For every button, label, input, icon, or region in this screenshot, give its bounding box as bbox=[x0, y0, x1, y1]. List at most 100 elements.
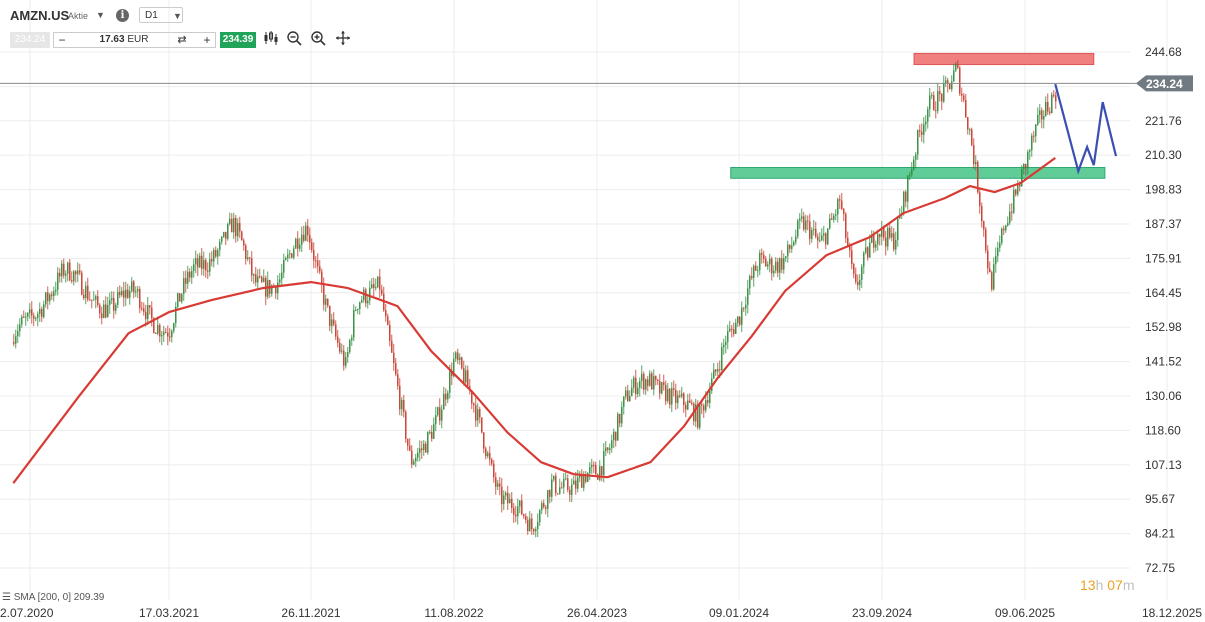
candle-body bbox=[39, 309, 41, 314]
candle-body bbox=[57, 272, 59, 290]
candle-body bbox=[199, 255, 201, 268]
candle-body bbox=[787, 244, 789, 257]
candle-body bbox=[45, 292, 47, 305]
candle-body bbox=[63, 263, 65, 276]
chart-toolbar: AMZN.US Aktie ▼ i D1 ▼ 234.24 − 17.63 EU… bbox=[0, 0, 1205, 56]
candle-body bbox=[753, 265, 755, 278]
candle-body bbox=[797, 220, 799, 237]
candle-body bbox=[113, 298, 115, 311]
candle-body bbox=[313, 250, 315, 261]
y-axis: 244.68 221.76 210.30 198.83 187.37 175.91 164.… bbox=[1145, 45, 1182, 575]
candle-body bbox=[75, 271, 77, 275]
candle-body bbox=[759, 253, 761, 271]
candle-body bbox=[889, 227, 891, 238]
y-tick-label: 141.52 bbox=[1145, 355, 1182, 369]
candle-body bbox=[51, 294, 53, 297]
candle-body bbox=[37, 313, 39, 318]
candle-body bbox=[475, 405, 477, 421]
increase-button[interactable]: + bbox=[203, 33, 211, 47]
candle-body bbox=[615, 431, 617, 441]
candle-body bbox=[109, 300, 111, 305]
info-icon[interactable]: i bbox=[116, 9, 129, 22]
candle-body bbox=[483, 432, 485, 449]
candle-body bbox=[447, 392, 449, 400]
candle-body bbox=[519, 500, 521, 507]
crosshair-icon[interactable] bbox=[334, 30, 352, 48]
candle-body bbox=[813, 228, 815, 231]
sma-indicator-label[interactable]: ☰ SMA [200, 0] 209.39 bbox=[2, 592, 105, 603]
candle-body bbox=[403, 400, 405, 412]
candle-body bbox=[377, 276, 379, 288]
candle-body bbox=[389, 325, 391, 341]
candle-body bbox=[303, 234, 305, 241]
candle-body bbox=[153, 318, 155, 333]
candle-body bbox=[327, 298, 329, 306]
candle-body bbox=[625, 390, 627, 397]
candle-body bbox=[477, 409, 479, 421]
candle-body bbox=[73, 271, 75, 282]
sell-price-button[interactable]: 234.24 bbox=[10, 32, 50, 48]
candle-body bbox=[299, 244, 301, 249]
symbol-label[interactable]: AMZN.US bbox=[10, 8, 70, 23]
candle-body bbox=[683, 393, 685, 406]
candle-body bbox=[503, 495, 505, 505]
candle-body bbox=[691, 402, 693, 404]
candle-body bbox=[379, 276, 381, 290]
timeframe-select[interactable]: D1 ▼ bbox=[139, 7, 183, 23]
candle-body bbox=[591, 464, 593, 468]
candle-body bbox=[911, 169, 913, 175]
candle-body bbox=[645, 379, 647, 390]
quantity-stepper[interactable]: − 17.63 EUR ⇄ + bbox=[53, 32, 216, 48]
candle-body bbox=[841, 200, 843, 209]
zoom-in-icon[interactable] bbox=[309, 30, 327, 48]
candle-body bbox=[53, 291, 55, 297]
x-tick-label: 17.03.2021 bbox=[139, 606, 199, 620]
candle-body bbox=[61, 263, 63, 277]
candle-body bbox=[317, 260, 319, 267]
zoom-out-icon[interactable] bbox=[285, 30, 303, 48]
candle-body bbox=[917, 130, 919, 155]
candle-body bbox=[357, 309, 359, 311]
candle-body bbox=[771, 258, 773, 274]
candle-body bbox=[1027, 151, 1029, 169]
candle-body bbox=[877, 233, 879, 245]
sma-200-line bbox=[12, 157, 1056, 484]
candle-body bbox=[375, 287, 377, 289]
quantity-field[interactable]: 17.63 EUR bbox=[99, 34, 149, 45]
candle-body bbox=[569, 489, 571, 495]
candle-body bbox=[823, 233, 825, 236]
candle-body bbox=[749, 276, 751, 289]
candle-body bbox=[1001, 228, 1003, 243]
candle-body bbox=[531, 518, 533, 530]
symbol-dropdown-icon[interactable]: ▼ bbox=[96, 10, 105, 20]
candle-body bbox=[261, 276, 263, 282]
candle-body bbox=[977, 161, 979, 193]
x-tick-label: 23.09.2024 bbox=[852, 606, 912, 620]
x-tick-label: 09.06.2025 bbox=[995, 606, 1055, 620]
candle-body bbox=[233, 218, 235, 233]
candle-body bbox=[141, 308, 143, 310]
candle-body bbox=[929, 95, 931, 110]
candlestick-type-icon[interactable] bbox=[262, 30, 280, 48]
candle-body bbox=[809, 221, 811, 239]
candle-body bbox=[803, 216, 805, 230]
candle-body bbox=[887, 227, 889, 247]
swap-icon[interactable]: ⇄ bbox=[177, 34, 187, 46]
candle-body bbox=[709, 390, 711, 403]
candle-body bbox=[307, 225, 309, 236]
candle-body bbox=[669, 388, 671, 405]
candle-body bbox=[217, 250, 219, 257]
candle-body bbox=[159, 325, 161, 337]
candle-body bbox=[147, 305, 149, 320]
buy-price-button[interactable]: 234.39 bbox=[220, 32, 256, 48]
candle-body bbox=[689, 400, 691, 403]
candle-body bbox=[555, 475, 557, 494]
candle-body bbox=[467, 370, 469, 387]
candle-body bbox=[107, 304, 109, 318]
candle-body bbox=[281, 272, 283, 280]
decrease-button[interactable]: − bbox=[58, 33, 66, 47]
candle-body bbox=[479, 409, 481, 418]
candle-body bbox=[777, 261, 779, 273]
candle-body bbox=[185, 278, 187, 284]
